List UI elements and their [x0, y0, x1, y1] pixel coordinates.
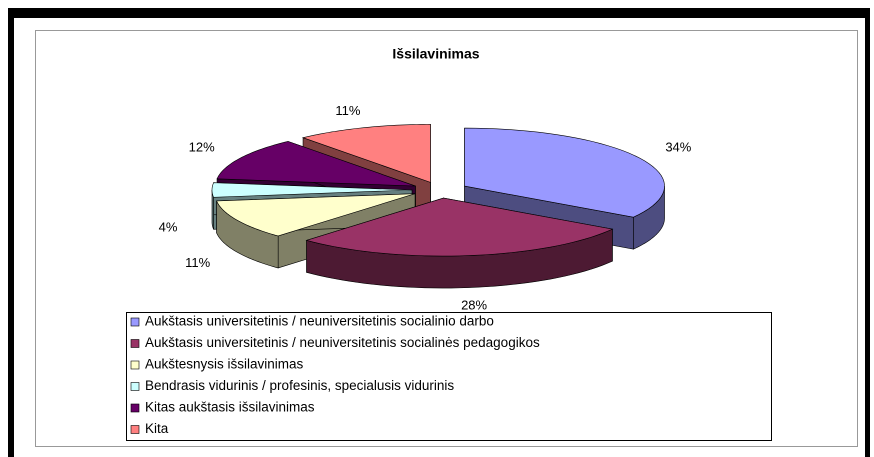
frame-left	[8, 8, 14, 457]
legend-label: Kita	[145, 421, 169, 436]
legend-label: Aukštasis universitetinis / neuniversite…	[145, 335, 540, 350]
data-label: 28%	[461, 298, 487, 313]
legend-swatch	[130, 339, 140, 348]
data-label: 4%	[159, 219, 178, 234]
slice-top	[305, 197, 614, 257]
data-label: 12%	[189, 139, 215, 154]
legend-swatch	[130, 403, 140, 413]
legend-swatch	[130, 382, 140, 391]
legend-label: Kitas aukštasis išsilavinimas	[145, 400, 315, 415]
slice-top	[216, 141, 416, 187]
legend-label: Bendrasis vidurinis / profesinis, specia…	[145, 378, 454, 393]
data-label: 11%	[185, 255, 210, 270]
data-label: 11%	[335, 103, 360, 118]
frame-right	[865, 8, 870, 457]
legend-swatch	[130, 425, 140, 434]
data-label: 34%	[665, 139, 691, 154]
slice-top	[301, 124, 431, 183]
chart-title: Išsilavinimas	[392, 46, 479, 62]
legend-label: Aukštesnysis išsilavinimas	[145, 357, 304, 372]
legend	[126, 312, 772, 441]
slice-top	[211, 182, 413, 198]
legend-label: Aukštasis universitetinis / neuniversite…	[145, 314, 494, 329]
frame-top	[8, 8, 870, 18]
legend-swatch	[130, 317, 140, 327]
legend-swatch	[130, 360, 140, 370]
slice	[305, 197, 614, 289]
slice-top	[216, 193, 416, 237]
slice-top	[464, 127, 665, 218]
